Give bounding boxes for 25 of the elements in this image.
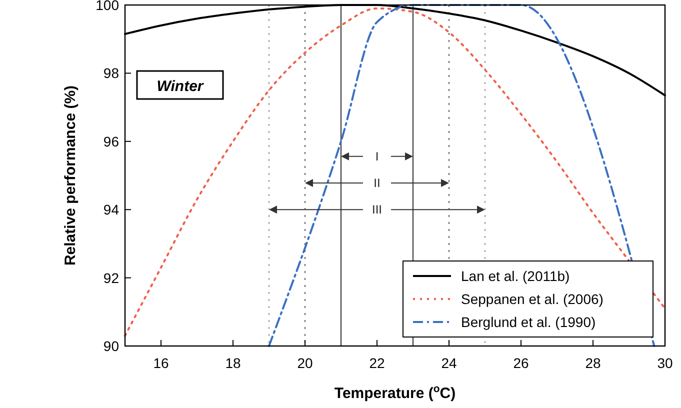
x-tick-label: 26 [513, 355, 529, 371]
y-axis-title: Relative performance (%) [62, 85, 79, 266]
annotation: III [372, 202, 382, 217]
y-tick-label: 94 [103, 202, 120, 218]
line-series [268, 4, 656, 347]
x-tick-label: 16 [153, 355, 169, 371]
x-axis-title: Temperature ($^{o}$C) [334, 383, 456, 402]
annotation: II [374, 176, 380, 190]
annotation: I [375, 149, 379, 164]
x-tick-label: 30 [657, 355, 673, 371]
y-tick-label: 98 [103, 65, 120, 82]
x-tick-label: 18 [225, 355, 241, 371]
x-tick-label: 28 [585, 355, 601, 371]
y-tick-label: 90 [103, 338, 120, 354]
y-tick-label: 96 [103, 133, 120, 150]
x-tick-label: 24 [441, 355, 457, 371]
line-series [124, 7, 666, 337]
x-tick-label: 20 [297, 355, 313, 371]
y-tick-label: 92 [103, 270, 120, 286]
legend-label: Seppanen et al. (2006) [461, 291, 604, 307]
legend-label: Berglund et al. (1990) [461, 314, 596, 330]
x-tick-label: 22 [369, 355, 385, 371]
annotation: Winter [156, 78, 204, 95]
legend-label: Lan et al. (2011b) [461, 268, 570, 284]
y-tick-label: 100 [96, 0, 120, 13]
